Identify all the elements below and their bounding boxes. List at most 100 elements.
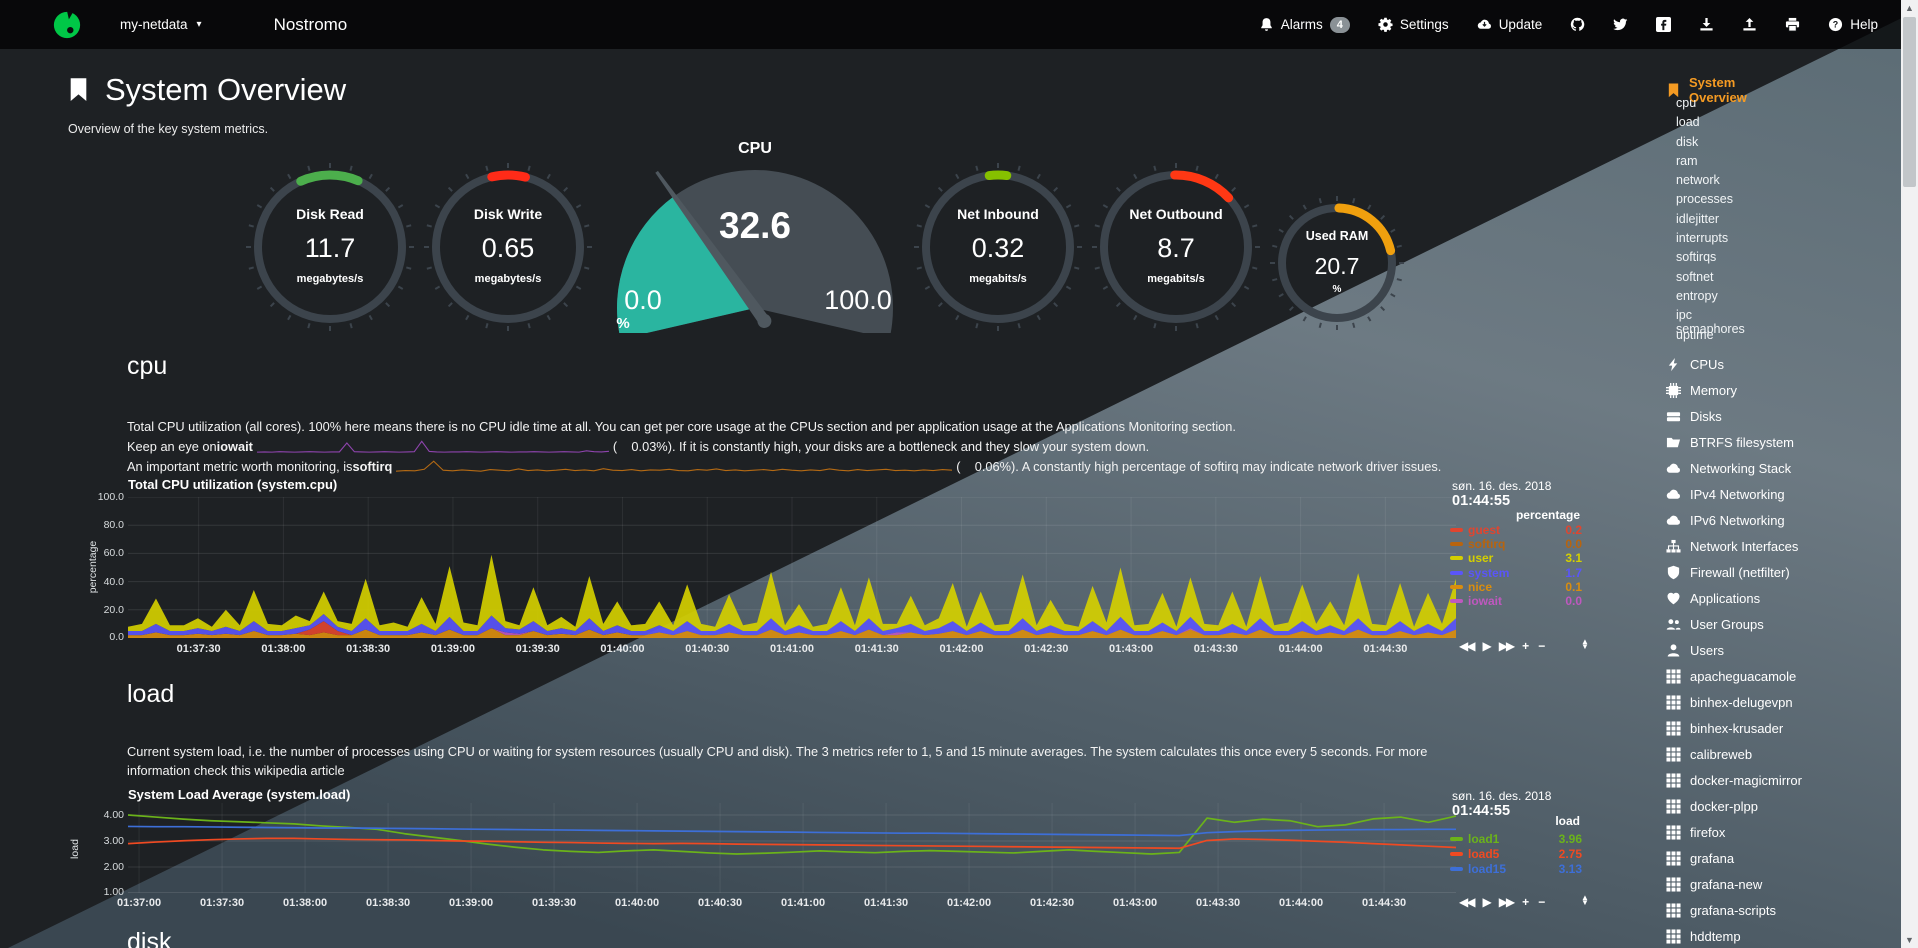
y-tick: 0.0 (109, 631, 124, 643)
legend-item[interactable]: system 1.7 (1450, 566, 1582, 580)
sidebar-subitem[interactable]: cpu (1676, 96, 1697, 110)
sidebar-item[interactable]: hddtemp (1666, 923, 1802, 948)
sidebar-item[interactable]: Networking Stack (1666, 455, 1802, 481)
sidebar-item[interactable]: grafana-new (1666, 871, 1802, 897)
play-button[interactable]: ▶ (1482, 895, 1491, 909)
legend-item[interactable]: softirq 0.0 (1450, 537, 1582, 551)
sidebar-item[interactable]: IPv4 Networking (1666, 481, 1802, 507)
sidebar-subitem[interactable]: network (1676, 173, 1720, 188)
sidebar-subitem[interactable]: ipc semaphores (1676, 308, 1745, 337)
zoom-in-button[interactable]: + (1522, 639, 1530, 653)
sidebar-item[interactable]: Firewall (netfilter) (1666, 559, 1802, 585)
sidebar-subitem[interactable]: interrupts (1676, 231, 1729, 246)
twitter-link[interactable] (1613, 17, 1628, 32)
scrollbar-thumb[interactable] (1903, 17, 1916, 187)
cpu-chart-plot[interactable] (128, 497, 1456, 638)
printer-icon (1785, 17, 1800, 32)
sidebar-subitem[interactable]: softnet (1676, 269, 1714, 284)
download-icon (1699, 17, 1714, 32)
sidebar-item[interactable]: Disks (1666, 403, 1802, 429)
sidebar-item[interactable]: Memory (1666, 377, 1802, 403)
sidebar-subitem[interactable]: entropy (1676, 288, 1718, 303)
sidebar-item[interactable]: User Groups (1666, 611, 1802, 637)
sidebar-item[interactable]: IPv6 Networking (1666, 507, 1802, 533)
import-button[interactable] (1699, 17, 1714, 32)
load-chart-resize-handle[interactable]: ▲ ▼ (1581, 893, 1589, 907)
x-tick: 01:37:30 (176, 643, 221, 655)
sidebar-item[interactable]: CPUs (1666, 351, 1802, 377)
pan-forward-button[interactable]: ▶▶ (1498, 895, 1516, 909)
sidebar-subitem[interactable]: uptime (1676, 327, 1714, 342)
sidebar-item[interactable]: docker-magicmirror (1666, 767, 1802, 793)
gauge-cpu[interactable]: CPU 32.6 0.0 100.0% (605, 138, 905, 333)
legend-item[interactable]: guest 0.2 (1450, 523, 1582, 537)
sidebar-subitem[interactable]: load (1676, 115, 1700, 130)
sidebar-active-label: System Overview (1689, 75, 1747, 105)
gauge-used-ram[interactable]: Used RAM 20.7% (1267, 193, 1407, 333)
cloud-download-icon (1477, 17, 1492, 32)
github-link[interactable] (1570, 17, 1585, 32)
scroll-down-arrow[interactable]: ▼ (1905, 935, 1914, 945)
gauge-disk-read[interactable]: Disk Read 11.7 megabytes/s (245, 162, 415, 332)
sidebar-item[interactable]: apacheguacamole (1666, 663, 1802, 689)
sidebar-item[interactable]: grafana-scripts (1666, 897, 1802, 923)
cpu-chart-resize-handle[interactable]: ▲ ▼ (1581, 637, 1589, 651)
sidebar-item[interactable]: firefox (1666, 819, 1802, 845)
sidebar-subitem[interactable]: ram (1676, 153, 1698, 168)
legend-item[interactable]: load5 2.75 (1450, 846, 1582, 861)
y-tick: 40.0 (103, 575, 124, 588)
load-chart-plot[interactable] (128, 803, 1456, 893)
gauge-net-outbound[interactable]: Net Outbound 8.7 megabits/s (1091, 162, 1261, 332)
settings-button[interactable]: Settings (1378, 17, 1449, 32)
sidebar-item[interactable]: calibreweb (1666, 741, 1802, 767)
page-scrollbar[interactable]: ▲ ▼ (1901, 0, 1918, 948)
sidebar-item[interactable]: binhex-krusader (1666, 715, 1802, 741)
alarms-button[interactable]: Alarms 4 (1259, 16, 1350, 33)
sidebar-item[interactable]: Users (1666, 637, 1802, 663)
scroll-up-arrow[interactable]: ▲ (1905, 3, 1914, 13)
export-button[interactable] (1742, 17, 1757, 32)
zoom-out-button[interactable]: − (1538, 639, 1546, 653)
legend-item[interactable]: user 3.1 (1450, 551, 1582, 565)
gauge-net-inbound[interactable]: Net Inbound 0.32 megabits/s (913, 162, 1083, 332)
hostname-dropdown[interactable]: my-netdata ▾ (120, 17, 202, 32)
print-button[interactable] (1785, 17, 1800, 32)
zoom-out-button[interactable]: − (1538, 895, 1546, 909)
sidebar-subitem[interactable]: idlejitter (1676, 211, 1720, 226)
svg-text:?: ? (1833, 20, 1838, 30)
sidebar-item[interactable]: Network Interfaces (1666, 533, 1802, 559)
y-tick: 4.00 (103, 809, 124, 821)
sidebar-item[interactable]: BTRFS filesystem (1666, 429, 1802, 455)
x-tick: 01:42:30 (1030, 897, 1075, 909)
netdata-logo[interactable] (52, 10, 82, 40)
sidebar-subitem[interactable]: disk (1676, 134, 1699, 149)
sidebar-subitems: cpu load disk ram network processes idlejitter… (1676, 96, 1745, 347)
sidebar-item[interactable]: grafana (1666, 845, 1802, 871)
update-button[interactable]: Update (1477, 17, 1542, 32)
sidebar-item[interactable]: docker-plpp (1666, 793, 1802, 819)
pan-backward-button[interactable]: ◀◀ (1459, 639, 1476, 653)
sidebar-subitem[interactable]: softirqs (1676, 250, 1717, 265)
sidebar-subitem[interactable]: processes (1676, 192, 1733, 207)
legend-item[interactable]: load15 3.13 (1450, 861, 1582, 876)
legend-item[interactable]: iowait 0.0 (1450, 594, 1582, 608)
legend-item[interactable]: load1 3.96 (1450, 831, 1582, 846)
zoom-in-button[interactable]: + (1522, 895, 1530, 909)
play-button[interactable]: ▶ (1482, 639, 1491, 653)
bookmark-icon (66, 75, 91, 105)
x-tick: 01:40:00 (615, 897, 660, 909)
cpu-chart-date: søn. 16. des. 2018 01:44:55 (1452, 479, 1552, 509)
legend-item[interactable]: nice 0.1 (1450, 580, 1582, 594)
section-heading-disk: disk (127, 928, 172, 948)
sidebar-item[interactable]: Applications (1666, 585, 1802, 611)
sidebar-item-system-overview[interactable]: System Overview (1666, 75, 1747, 105)
facebook-link[interactable] (1656, 17, 1672, 32)
pan-backward-button[interactable]: ◀◀ (1459, 895, 1476, 909)
pan-forward-button[interactable]: ▶▶ (1498, 639, 1516, 653)
sidebar-item[interactable]: binhex-delugevpn (1666, 689, 1802, 715)
softirq-sparkline (396, 460, 953, 472)
help-button[interactable]: ? Help (1828, 17, 1878, 32)
y-tick: 1.00 (103, 886, 124, 898)
gauge-disk-write[interactable]: Disk Write 0.65 megabytes/s (423, 162, 593, 332)
